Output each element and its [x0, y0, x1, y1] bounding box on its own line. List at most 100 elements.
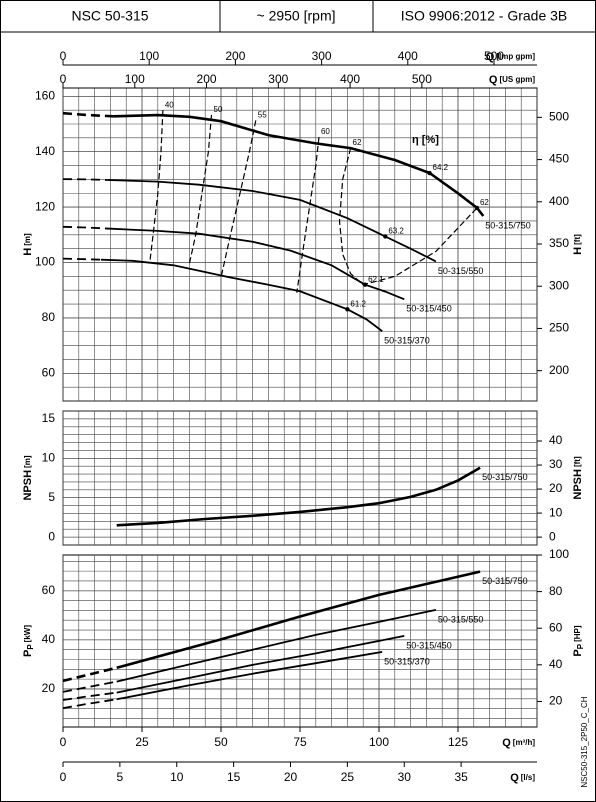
x-tick-label: 100 [369, 735, 389, 749]
standard: ISO 9906:2012 - Grade 3B [401, 8, 568, 24]
series-label: 50-315/550 [438, 266, 484, 276]
y-tick-label: 160 [35, 88, 55, 102]
series-line [116, 466, 481, 527]
series-label: 50-315/450 [406, 304, 452, 314]
series-label: 50-315/370 [384, 656, 430, 666]
efficiency-line-label: 40 [165, 100, 174, 109]
y-tick-label: 60 [42, 583, 56, 597]
x-tick-label: 25 [135, 735, 149, 749]
axis-title: PP[kW] [22, 625, 35, 657]
axis-title-unit: [ft] [573, 234, 582, 245]
efficiency-line-label: 62 [353, 138, 362, 147]
series-line [62, 691, 117, 701]
y-tick-label: 120 [35, 199, 55, 213]
y-tick-label: 40 [42, 632, 56, 646]
y2-tick-label: 250 [549, 321, 569, 335]
x-tick-label: 500 [484, 49, 504, 63]
efficiency-label: η [%] [412, 134, 439, 146]
axis-title-unit: [Imp gpm] [496, 52, 535, 61]
series-line [116, 570, 481, 670]
efficiency-line [188, 114, 213, 264]
y2-tick-label: 80 [549, 584, 563, 598]
series-line [116, 609, 437, 683]
efficiency-point-label: 63.2 [388, 227, 404, 236]
x-tick-label: 300 [312, 49, 332, 63]
series-line [62, 225, 111, 230]
efficiency-line-label: 50 [214, 105, 223, 114]
series-line [113, 113, 485, 217]
axis-title-label: Q [489, 74, 498, 86]
series-line [110, 227, 405, 301]
axis-title: Q [m³/h] [502, 737, 535, 749]
y2-tick-label: 30 [549, 457, 563, 471]
efficiency-point [427, 170, 432, 176]
x-tick-label: 75 [293, 735, 307, 749]
series-line [116, 651, 383, 701]
y2-tick-label: 400 [549, 194, 569, 208]
efficiency-point [383, 234, 388, 239]
axis-title: Q [US gpm] [489, 74, 535, 86]
y-tick-label: 80 [42, 310, 56, 324]
efficiency-line-label: 55 [258, 111, 267, 120]
efficiency-point [474, 205, 480, 211]
x-tick-label: 100 [125, 72, 145, 86]
y-tick-label: 0 [48, 529, 55, 543]
axis-title: Q [Imp gpm] [486, 51, 536, 63]
x-tick-label: 500 [412, 72, 432, 86]
y2-tick-label: 350 [549, 236, 569, 250]
efficiency-line [220, 120, 257, 278]
y2-tick-label: 0 [549, 529, 556, 543]
axis-title-label: NPSH [22, 470, 34, 501]
y2-tick-label: 40 [549, 433, 563, 447]
x-tick-label: 400 [398, 49, 418, 63]
axis-title: PP[HP] [572, 625, 585, 656]
x-tick-label: 100 [139, 49, 159, 63]
y2-tick-label: 20 [549, 481, 563, 495]
x-tick-label: 0 [60, 72, 67, 86]
y2-tick-label: 60 [549, 620, 563, 634]
y2-tick-label: 40 [549, 657, 563, 671]
axis-title: NPSH [ft] [572, 456, 584, 500]
efficiency-point-label: 62.1 [368, 275, 384, 284]
x-tick-label: 15 [227, 770, 241, 784]
y2-tick-label: 300 [549, 278, 569, 292]
x-tick-label: 20 [284, 770, 298, 784]
series-label: 50-315/750 [482, 576, 528, 586]
x-tick-label: 300 [268, 72, 288, 86]
axis-title-label: Q [502, 737, 511, 749]
axis-title: H [m] [22, 233, 34, 256]
y2-tick-label: 100 [549, 547, 569, 561]
y-tick-label: 20 [42, 681, 56, 695]
series-line [62, 698, 117, 709]
axis-title-unit: [kW] [23, 625, 32, 643]
series-line [116, 635, 405, 694]
series-label: 50-315/550 [438, 614, 484, 624]
series-line [100, 258, 383, 332]
x-tick-label: 200 [197, 72, 217, 86]
y-tick-label: 15 [42, 411, 56, 425]
x-tick-label: 0 [60, 49, 67, 63]
series-line [62, 257, 101, 261]
series-label: 50-315/750 [485, 220, 531, 230]
efficiency-line [338, 147, 478, 286]
series-line [62, 111, 114, 118]
y2-tick-label: 10 [549, 505, 563, 519]
series-label: 50-315/450 [406, 640, 452, 650]
x-tick-label: 200 [225, 49, 245, 63]
x-tick-label: 30 [398, 770, 412, 784]
axis-title: H [ft] [572, 234, 584, 255]
y2-tick-label: 500 [549, 110, 569, 124]
series-label: 50-315/370 [384, 336, 430, 346]
axis-title-unit: [ft] [573, 456, 582, 467]
x-tick-label: 50 [214, 735, 228, 749]
series-line [62, 680, 117, 693]
axis-title-unit: [m] [23, 233, 32, 246]
y-tick-label: 5 [48, 490, 55, 504]
series-line [62, 178, 108, 181]
axis-title-unit: [HP] [573, 625, 582, 642]
efficiency-point-label: 64.2 [433, 163, 449, 172]
efficiency-point [345, 307, 350, 312]
series-label: 50-315/750 [482, 472, 528, 482]
axis-title-label: P [572, 649, 584, 656]
axis-title-sub: P [26, 644, 35, 650]
